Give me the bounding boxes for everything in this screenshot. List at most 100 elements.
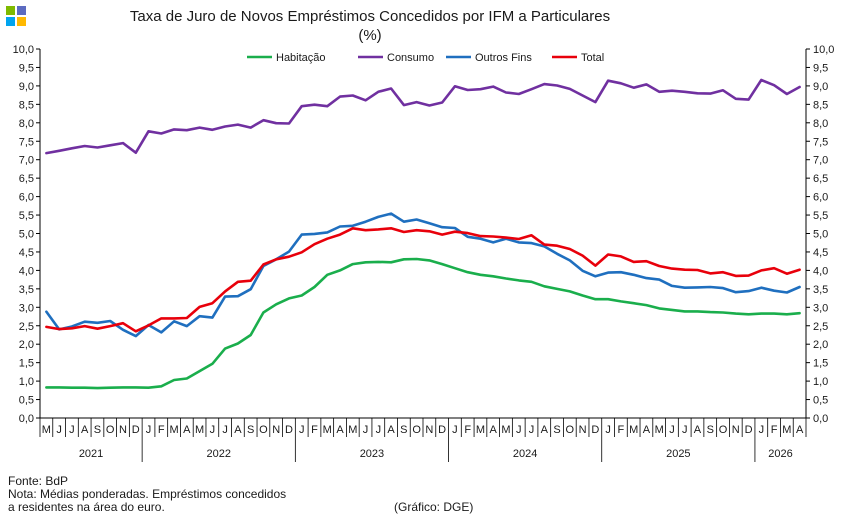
y-tick-label-right: 10,0 xyxy=(813,44,834,56)
x-month-label: N xyxy=(272,424,280,436)
x-year-label: 2023 xyxy=(360,448,384,460)
x-month-label: J xyxy=(69,424,75,436)
y-tick-label-right: 4,0 xyxy=(813,265,828,277)
x-month-label: N xyxy=(425,424,433,436)
x-year-label: 2021 xyxy=(79,448,103,460)
y-tick-label-right: 6,0 xyxy=(813,192,828,204)
x-month-label: A xyxy=(81,424,89,436)
y-tick-label-left: 7,0 xyxy=(19,155,34,167)
x-month-label: M xyxy=(195,424,204,436)
x-month-label: F xyxy=(771,424,778,436)
x-month-label: S xyxy=(553,424,560,436)
x-month-label: J xyxy=(682,424,688,436)
x-month-label: O xyxy=(259,424,268,436)
x-month-label: F xyxy=(618,424,625,436)
x-month-label: A xyxy=(643,424,651,436)
x-month-label: M xyxy=(655,424,664,436)
x-month-label: N xyxy=(579,424,587,436)
x-month-label: A xyxy=(796,424,804,436)
y-tick-label-left: 5,5 xyxy=(19,210,34,222)
logo-square-blue xyxy=(6,17,15,26)
x-month-label: F xyxy=(311,424,318,436)
logo-square-purple xyxy=(17,6,26,15)
x-month-label: D xyxy=(438,424,446,436)
x-month-label: J xyxy=(376,424,382,436)
x-month-label: S xyxy=(94,424,101,436)
x-month-label: A xyxy=(490,424,498,436)
y-tick-label-left: 6,5 xyxy=(19,173,34,185)
logo-square-yellow xyxy=(17,17,26,26)
x-month-label: S xyxy=(247,424,254,436)
y-tick-label-left: 2,0 xyxy=(19,339,34,351)
legend-label: Outros Fins xyxy=(475,52,532,64)
x-month-label: A xyxy=(541,424,549,436)
x-month-label: S xyxy=(707,424,714,436)
x-year-label: 2025 xyxy=(666,448,690,460)
y-tick-label-left: 4,5 xyxy=(19,247,34,259)
x-month-label: M xyxy=(629,424,638,436)
series-line-habitação xyxy=(45,257,801,390)
x-month-label: D xyxy=(745,424,753,436)
y-tick-label-left: 1,0 xyxy=(19,376,34,388)
legend-label: Total xyxy=(581,52,604,64)
x-month-label: O xyxy=(719,424,728,436)
y-tick-label-left: 1,5 xyxy=(19,358,34,370)
footer-note-line2: a residentes na área do euro. xyxy=(8,500,165,514)
y-tick-label-right: 3,5 xyxy=(813,284,828,296)
legend-label: Consumo xyxy=(387,52,434,64)
y-tick-label-right: 6,5 xyxy=(813,173,828,185)
x-month-label: J xyxy=(146,424,152,436)
y-tick-label-left: 0,5 xyxy=(19,395,34,407)
x-month-label: J xyxy=(56,424,62,436)
x-month-label: M xyxy=(476,424,485,436)
x-month-label: N xyxy=(732,424,740,436)
x-month-label: J xyxy=(669,424,675,436)
x-month-label: O xyxy=(106,424,115,436)
y-tick-label-right: 0,0 xyxy=(813,413,828,425)
y-tick-label-left: 10,0 xyxy=(13,44,34,56)
y-tick-label-right: 1,0 xyxy=(813,376,828,388)
x-month-label: J xyxy=(516,424,522,436)
x-year-label: 2024 xyxy=(513,448,537,460)
y-tick-label-left: 3,5 xyxy=(19,284,34,296)
x-month-label: J xyxy=(759,424,765,436)
brand-logo xyxy=(6,6,26,26)
x-month-label: M xyxy=(782,424,791,436)
y-tick-label-left: 3,0 xyxy=(19,302,34,314)
x-month-label: J xyxy=(210,424,216,436)
y-tick-label-left: 6,0 xyxy=(19,192,34,204)
x-month-label: A xyxy=(183,424,191,436)
x-month-label: J xyxy=(299,424,305,436)
y-tick-label-right: 9,0 xyxy=(813,81,828,93)
y-tick-label-left: 0,0 xyxy=(19,413,34,425)
footer-credit: (Gráfico: DGE) xyxy=(394,500,474,514)
x-month-label: N xyxy=(119,424,127,436)
x-month-label: O xyxy=(412,424,421,436)
y-tick-label-left: 5,0 xyxy=(19,229,34,241)
footer-note-line1: Nota: Médias ponderadas. Empréstimos con… xyxy=(8,487,287,501)
y-tick-label-right: 2,0 xyxy=(813,339,828,351)
y-tick-label-left: 2,5 xyxy=(19,321,34,333)
y-tick-label-right: 0,5 xyxy=(813,395,828,407)
series-line-total xyxy=(45,227,801,333)
x-month-label: J xyxy=(363,424,369,436)
x-month-label: D xyxy=(285,424,293,436)
y-tick-label-right: 8,0 xyxy=(813,118,828,130)
x-month-label: O xyxy=(566,424,575,436)
y-tick-label-right: 9,5 xyxy=(813,62,828,74)
y-tick-label-left: 9,5 xyxy=(19,62,34,74)
y-tick-label-left: 4,0 xyxy=(19,265,34,277)
x-month-label: S xyxy=(400,424,407,436)
y-tick-label-right: 5,5 xyxy=(813,210,828,222)
y-tick-label-left: 7,5 xyxy=(19,136,34,148)
y-tick-label-left: 9,0 xyxy=(19,81,34,93)
x-month-label: M xyxy=(169,424,178,436)
x-month-label: J xyxy=(222,424,228,436)
y-tick-label-right: 5,0 xyxy=(813,229,828,241)
y-tick-label-right: 2,5 xyxy=(813,321,828,333)
x-month-label: J xyxy=(529,424,535,436)
x-month-label: F xyxy=(158,424,165,436)
y-tick-label-right: 8,5 xyxy=(813,99,828,111)
x-month-label: A xyxy=(387,424,395,436)
